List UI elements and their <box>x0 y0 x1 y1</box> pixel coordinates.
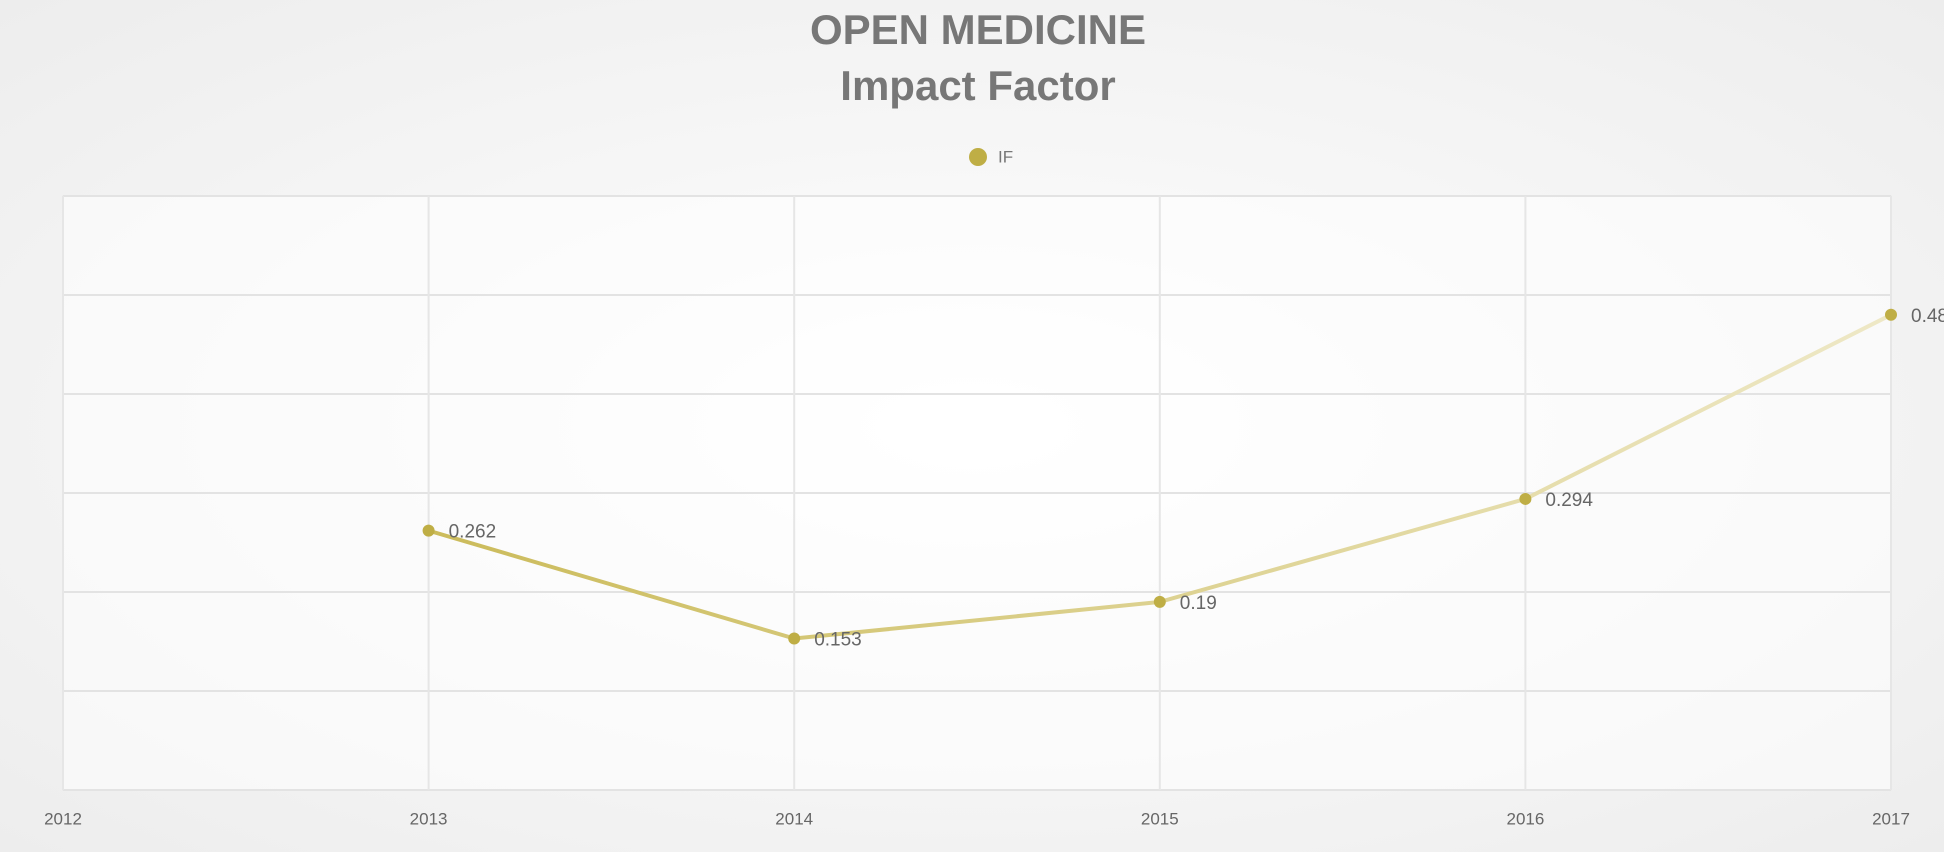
point <box>1153 595 1166 608</box>
data-label: 0.262 <box>449 522 497 543</box>
x-tick-label: 2012 <box>44 809 82 828</box>
point <box>422 524 435 537</box>
x-tick-label: 2016 <box>1506 809 1544 828</box>
chart-subtitle: Impact Factor <box>840 62 1115 109</box>
data-label: 0.48 <box>1911 306 1944 327</box>
x-tick-label: 2015 <box>1141 809 1179 828</box>
data-label: 0.19 <box>1180 593 1217 614</box>
x-tick-label: 2017 <box>1872 809 1910 828</box>
legend-marker <box>969 148 987 166</box>
x-tick-label: 2014 <box>775 809 813 828</box>
chart-title: OPEN MEDICINE <box>810 6 1146 53</box>
data-label: 0.153 <box>814 630 862 651</box>
x-tick-label: 2013 <box>410 809 448 828</box>
point <box>1519 492 1532 505</box>
data-label: 0.294 <box>1545 490 1593 511</box>
legend-label: IF <box>998 147 1013 166</box>
point <box>788 632 801 645</box>
point <box>1885 308 1897 321</box>
